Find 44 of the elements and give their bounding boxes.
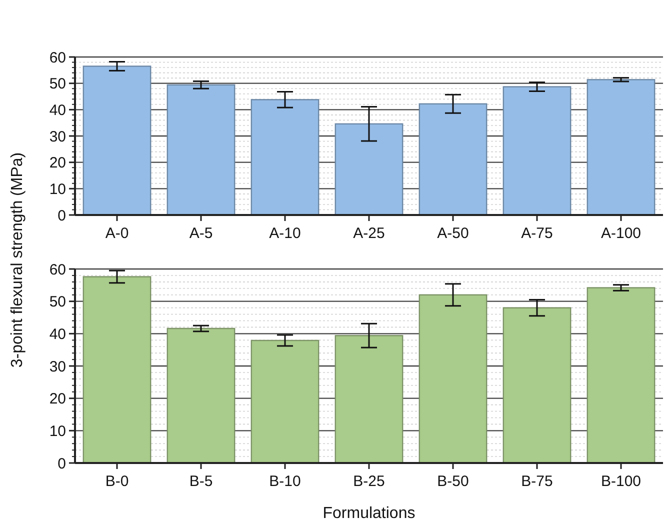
bar <box>250 340 320 464</box>
x-tick-label: A-75 <box>521 225 553 242</box>
y-tick-label: 0 <box>58 207 66 224</box>
bar <box>166 84 236 216</box>
bar <box>418 103 488 216</box>
y-tick-label: 20 <box>49 154 66 172</box>
y-axis-title: 3-point flexural strength (MPa) <box>9 152 26 368</box>
bar <box>82 276 152 464</box>
x-tick-label: A-0 <box>105 225 129 242</box>
x-tick-label: B-25 <box>353 473 385 490</box>
bar <box>586 287 656 464</box>
y-tick-label: 0 <box>58 455 66 472</box>
bar <box>586 79 656 216</box>
y-tick-label: 60 <box>49 49 66 66</box>
y-tick-label: 20 <box>49 390 66 408</box>
x-tick-label: A-25 <box>353 225 385 242</box>
y-tick-label: 60 <box>49 261 66 278</box>
y-tick-label: 10 <box>49 180 66 198</box>
x-tick-label: B-75 <box>521 473 553 490</box>
bar <box>502 307 572 464</box>
y-tick-label: 40 <box>49 326 66 343</box>
bar <box>334 123 404 216</box>
bar <box>334 335 404 464</box>
x-axis-title: Formulations <box>322 505 416 522</box>
x-tick-label: A-50 <box>437 225 469 242</box>
x-tick-label: B-100 <box>600 473 642 490</box>
bar <box>82 66 152 216</box>
bar <box>502 86 572 216</box>
y-tick-label: 50 <box>49 294 66 311</box>
y-tick-label: 10 <box>49 422 66 440</box>
bar <box>250 99 320 216</box>
bar <box>166 328 236 464</box>
y-tick-label: 50 <box>49 76 66 93</box>
x-tick-label: A-10 <box>269 225 301 242</box>
x-tick-label: A-100 <box>600 225 642 242</box>
x-tick-label: B-0 <box>105 473 129 490</box>
x-tick-label: B-50 <box>437 473 469 490</box>
bar <box>418 294 488 464</box>
y-tick-label: 40 <box>49 102 66 119</box>
x-tick-label: A-5 <box>189 225 213 242</box>
y-tick-label: 30 <box>49 358 66 376</box>
x-tick-label: B-10 <box>269 473 301 490</box>
x-tick-label: B-5 <box>189 473 213 490</box>
y-tick-label: 30 <box>49 128 66 146</box>
